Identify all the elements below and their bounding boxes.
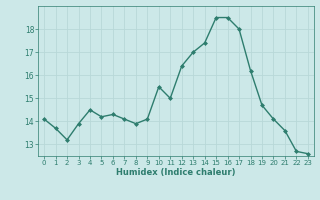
X-axis label: Humidex (Indice chaleur): Humidex (Indice chaleur) xyxy=(116,168,236,177)
